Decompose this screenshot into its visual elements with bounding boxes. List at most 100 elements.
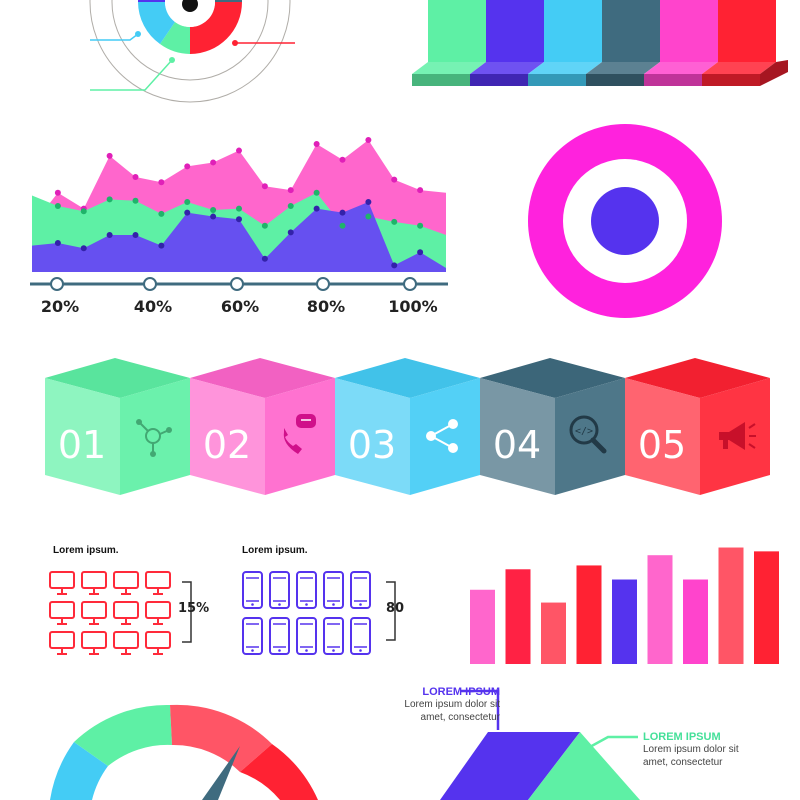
area-point-s2-3 [106,196,113,203]
cube-left-face [480,378,555,495]
pyramid-note-2-line2: amet, consectetur [643,757,723,768]
radial-ring-middle [111,0,269,81]
area-point-s2-10 [287,203,294,209]
speed-gauge [40,700,330,800]
area-tick-label-2: 40% [134,297,172,316]
pyramid-face-green [528,732,640,800]
smartphone-icon [242,571,263,609]
area-point-s1-15 [417,187,424,194]
smartphone-icon [323,617,344,655]
area-point-s1-10 [287,187,294,194]
monitor-bracket [182,581,192,643]
cube-number: 05 [638,423,686,467]
area-point-s1-8 [236,147,242,154]
area-point-s2-15 [417,222,424,229]
area-point-s3-15 [417,249,424,256]
pyramid-note-2-title: LOREM IPSUM [643,731,721,743]
area-point-s2-9 [261,222,268,229]
area-point-s2-14 [391,218,398,225]
top-bar-4 [602,0,660,62]
cube-top-face [480,358,625,398]
radial-segment-green [160,22,190,54]
radial-leader-dot-red [232,40,238,46]
area-point-s3-4 [132,232,139,239]
monitor-icon-grid [48,568,218,658]
radial-chart [80,0,300,110]
cube-left-face [335,378,410,495]
gauge-segment-cyan [50,742,108,800]
pyramid-infographic [440,680,800,800]
area-point-s2-8 [236,205,242,212]
area-point-s1-11 [313,140,320,147]
monitor-icon [113,631,139,655]
vertical-bar-6 [647,555,673,664]
area-point-s1-5 [158,179,165,186]
cube-steps: 01 02 03 04 </> 05 [40,350,780,500]
area-point-s2-5 [158,210,165,217]
area-tick-label-4: 80% [307,297,345,316]
monitor-icon [145,601,171,625]
top-bar-slab-front-4 [586,74,644,86]
pyramid-note-1-title: LOREM IPSUM [422,686,500,698]
monitor-icon [113,571,139,595]
area-point-s3-6 [184,209,191,216]
pyramid-leader-green [587,735,638,750]
cube-left-face [625,378,700,495]
radial-segment-red [190,2,242,54]
cube-right-face [265,378,335,495]
area-point-s1-1 [54,189,61,196]
area-point-s1-3 [106,152,113,159]
area-point-s2-7 [210,206,217,213]
pyramid-note-2: LOREM IPSUM Lorem ipsum dolor sit amet, … [643,731,793,769]
area-point-s2-2 [80,208,87,215]
area-series-3 [32,202,446,272]
vertical-bar-5 [612,579,637,664]
area-point-s2-4 [132,197,139,204]
area-point-s3-9 [261,255,268,262]
gauge-segment-red [240,744,318,800]
cube-left-face [45,378,120,495]
top-bar-slab-side [760,60,788,86]
top-bar-slab-top-6 [702,62,776,74]
area-point-s3-13 [365,199,372,206]
top-bar-3 [544,0,602,62]
cube-02: 02 [190,358,335,495]
top-bar-slab-front-5 [644,74,702,86]
radial-ring-outer [89,0,291,103]
area-point-s3-3 [106,232,113,239]
area-point-s2-12 [339,222,346,229]
cube-top-face [335,358,480,398]
radial-leader-cyan [90,33,139,41]
cube-number: 04 [493,423,541,467]
phone-chat-icon [283,414,316,454]
radial-segment-purple [138,0,166,2]
monitor-stat-value: 15% [178,601,210,616]
network-icon [136,419,172,457]
smartphone-icon [350,571,371,609]
monitor-icon [49,631,75,655]
smartphone-icon [323,571,344,609]
top-bar-slab-top-5 [644,62,718,74]
area-point-s3-14 [391,262,398,269]
cube-number: 01 [58,423,106,467]
area-point-s1-7 [210,159,217,166]
cube-right-face [555,378,625,495]
area-point-s2-6 [184,199,191,206]
area-tick-label-5: 100% [388,297,437,316]
smartphone-icon [296,617,317,655]
monitor-icon [113,601,139,625]
monitor-stat-heading: Lorem ipsum. [53,545,119,556]
radial-segment-cyan [138,2,175,44]
svg-text:</>: </> [575,426,593,437]
monitor-icon [145,631,171,655]
radial-center-dot [182,0,198,12]
vertical-bar-3 [541,602,566,664]
top-bar-slab-front-2 [470,74,528,86]
top-bar-slab-front-3 [528,74,586,86]
cube-05: 05 [625,358,770,495]
area-point-s2-11 [313,189,320,196]
top-bar-slab-top-4 [586,62,660,74]
top-bar-slab-front-6 [702,74,760,86]
target-bullseye [591,187,659,255]
monitor-icon [145,571,171,595]
